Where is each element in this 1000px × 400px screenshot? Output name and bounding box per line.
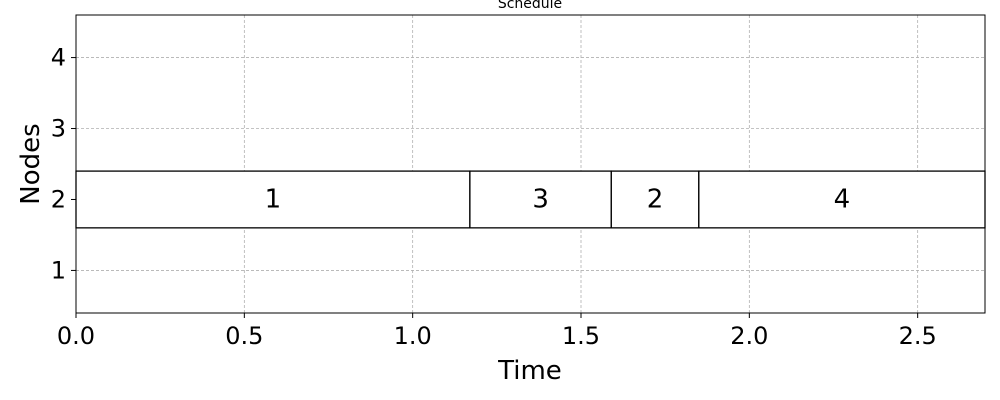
task-label-4: 4 xyxy=(834,184,851,214)
y-axis-ticks: 1 2 3 4 xyxy=(51,44,76,284)
x-tick-label-3: 1.5 xyxy=(562,322,600,350)
task-bar-1 xyxy=(75,170,471,229)
task-bars: 1 3 2 4 xyxy=(75,170,986,229)
y-tick-label-2: 3 xyxy=(51,115,66,143)
x-axis-ticks: 0.0 0.5 1.0 1.5 2.0 2.5 xyxy=(57,313,937,350)
x-tick-label-1: 0.5 xyxy=(225,322,263,350)
y-axis-label: Nodes xyxy=(16,123,46,204)
x-axis-label: Time xyxy=(497,356,562,386)
x-tick-label-5: 2.5 xyxy=(899,322,937,350)
grid-lines xyxy=(75,15,985,313)
plot-frame xyxy=(75,14,986,314)
y-tick-label-1: 2 xyxy=(51,185,66,213)
task-label-3: 3 xyxy=(532,184,549,214)
y-tick-label-3: 4 xyxy=(51,44,66,72)
task-bar-2 xyxy=(610,170,700,229)
task-label-1: 1 xyxy=(265,184,282,214)
chart-title: Schedule xyxy=(498,0,562,12)
task-bar-4 xyxy=(698,170,986,229)
y-tick-label-0: 1 xyxy=(51,256,66,284)
task-bar-3 xyxy=(469,170,612,229)
x-tick-label-4: 2.0 xyxy=(730,322,768,350)
task-label-2: 2 xyxy=(647,184,664,214)
x-tick-label-2: 1.0 xyxy=(394,322,432,350)
x-tick-label-0: 0.0 xyxy=(57,322,95,350)
